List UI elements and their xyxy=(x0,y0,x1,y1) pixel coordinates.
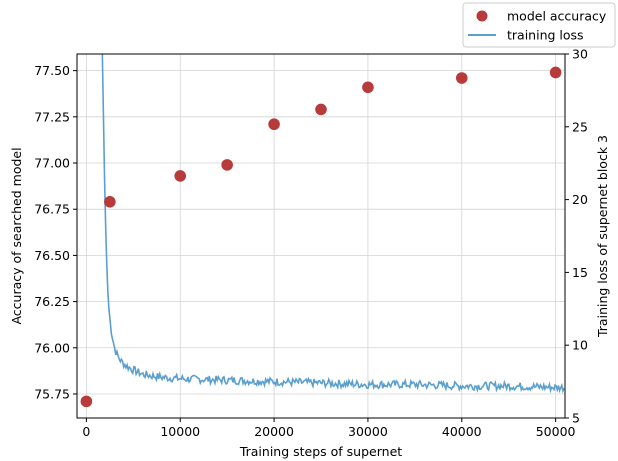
x-axis-ticks: 0 10000 20000 30000 40000 50000 xyxy=(82,418,576,439)
plot-frame xyxy=(76,53,566,419)
y-right-tick-label: 25 xyxy=(572,119,588,134)
accuracy-point xyxy=(80,395,93,408)
accuracy-point xyxy=(221,159,233,171)
y-right-tick-label: 15 xyxy=(572,265,588,280)
legend: model accuracy training loss xyxy=(462,2,616,48)
x-tick-label: 20000 xyxy=(254,424,294,439)
y-right-tick-label: 10 xyxy=(572,338,588,353)
accuracy-point xyxy=(174,170,187,182)
accuracy-series xyxy=(80,66,562,408)
accuracy-point xyxy=(268,118,280,131)
y-axis-left-ticks: 75.75 76.00 76.25 76.50 76.75 77.00 77.25 77.50 xyxy=(34,63,77,401)
accuracy-point xyxy=(455,72,468,84)
legend-loss-label: training loss xyxy=(507,28,584,43)
grid xyxy=(77,54,565,418)
legend-box xyxy=(462,2,616,48)
accuracy-point xyxy=(104,196,116,208)
y-left-tick-label: 76.75 xyxy=(34,202,70,217)
y-left-tick-label: 77.00 xyxy=(34,156,70,171)
x-axis-label: Training steps of supernet xyxy=(239,444,402,459)
loss-series xyxy=(101,54,565,394)
y-right-tick-label: 5 xyxy=(572,411,580,426)
loss-line xyxy=(101,54,565,394)
x-tick-label: 50000 xyxy=(536,424,576,439)
y-left-tick-label: 77.50 xyxy=(34,63,70,78)
legend-accuracy-marker xyxy=(476,10,488,22)
x-tick-label: 30000 xyxy=(348,424,388,439)
accuracy-point xyxy=(362,81,374,94)
y-left-tick-label: 76.50 xyxy=(34,248,70,263)
legend-accuracy-label: model accuracy xyxy=(507,9,607,24)
x-tick-label: 40000 xyxy=(442,424,482,439)
y-left-tick-label: 76.00 xyxy=(34,340,70,355)
y-left-tick-label: 76.25 xyxy=(34,294,70,309)
x-tick-label: 10000 xyxy=(160,424,200,439)
y-right-tick-label: 30 xyxy=(572,47,588,62)
y-axis-right-label: Training loss of supernet block 3 xyxy=(595,135,610,338)
y-axis-right-ticks: 5 10 15 20 25 30 xyxy=(565,47,588,426)
y-axis-left-label: Accuracy of searched model xyxy=(9,147,24,324)
accuracy-point xyxy=(549,66,562,79)
accuracy-point xyxy=(315,103,327,116)
y-left-tick-label: 75.75 xyxy=(34,386,70,401)
y-right-tick-label: 20 xyxy=(572,192,588,207)
x-tick-label: 0 xyxy=(82,424,90,439)
y-left-tick-label: 77.25 xyxy=(34,109,70,124)
